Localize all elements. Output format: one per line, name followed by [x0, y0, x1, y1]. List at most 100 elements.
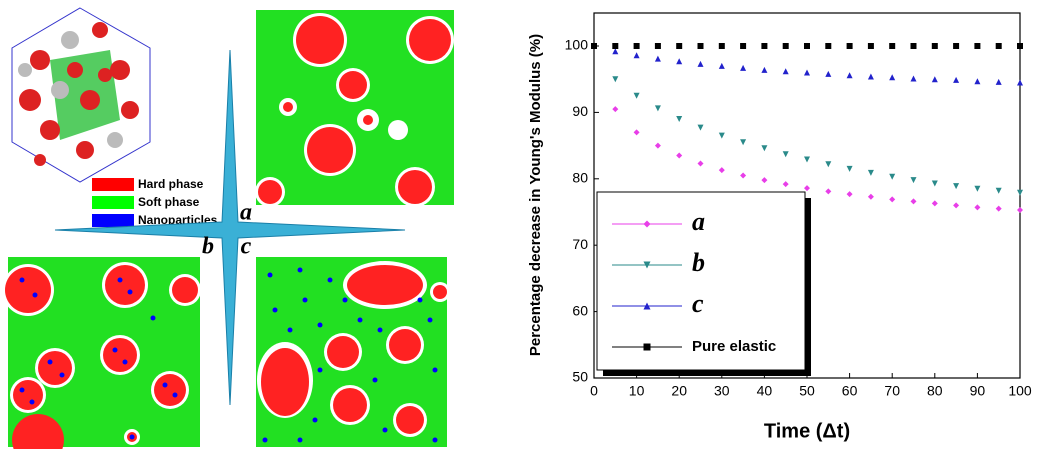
marker: [718, 62, 725, 69]
legend-label: Pure elastic: [692, 338, 776, 355]
marker: [846, 191, 853, 198]
marker: [995, 187, 1002, 194]
marker: [953, 202, 960, 209]
marker: [718, 132, 725, 139]
marker: [676, 43, 683, 49]
marker: [676, 152, 683, 159]
marker: [612, 48, 619, 55]
marker: [931, 43, 938, 49]
marker: [825, 161, 832, 168]
marker: [676, 116, 683, 123]
legend-label: Soft phase: [138, 195, 200, 209]
marker: [676, 58, 683, 65]
marker: [633, 43, 640, 49]
legend-label: a: [692, 207, 705, 236]
y-axis-title: Percentage decrease in Young's Modulus (…: [527, 34, 544, 356]
marker: [782, 68, 789, 75]
y-tick-label: 50: [572, 369, 588, 385]
x-tick-label: 60: [842, 383, 858, 399]
marker: [697, 60, 704, 67]
marker: [825, 43, 832, 49]
marker: [643, 261, 651, 269]
marker: [740, 172, 747, 179]
x-tick-label: 40: [757, 383, 773, 399]
legend-swatch: [92, 196, 134, 209]
marker: [612, 106, 619, 113]
marker: [931, 200, 938, 207]
marker: [846, 165, 853, 172]
legend-box: [596, 191, 806, 371]
marker: [867, 43, 874, 49]
marker: [867, 73, 874, 80]
marker: [633, 129, 640, 136]
marker: [889, 43, 896, 49]
y-tick-label: 80: [572, 170, 588, 186]
panel-label: a: [240, 200, 252, 226]
x-tick-label: 20: [671, 383, 687, 399]
marker: [643, 302, 651, 310]
legend-swatch: [92, 214, 134, 227]
legend-label: b: [692, 248, 705, 277]
marker: [654, 43, 661, 49]
marker: [761, 145, 768, 152]
marker: [974, 78, 981, 85]
marker: [953, 76, 960, 83]
x-tick-label: 10: [629, 383, 645, 399]
marker: [825, 70, 832, 77]
marker: [782, 181, 789, 188]
marker: [974, 204, 981, 211]
cube-illustration: [11, 7, 151, 183]
marker: [761, 66, 768, 73]
marker: [1017, 43, 1023, 49]
marker: [804, 69, 810, 76]
marker: [740, 139, 747, 146]
marker: [804, 156, 810, 163]
marker: [931, 76, 938, 83]
marker: [974, 185, 981, 192]
marker: [910, 177, 917, 184]
marker: [643, 343, 651, 351]
marker: [953, 183, 960, 190]
panel-label: b: [202, 234, 214, 260]
marker: [1017, 79, 1023, 86]
marker: [761, 43, 768, 49]
marker: [782, 151, 789, 158]
marker: [697, 43, 704, 49]
x-tick-label: 70: [884, 383, 900, 399]
marker: [633, 92, 640, 99]
y-tick-label: 90: [572, 103, 588, 119]
marker: [643, 220, 651, 228]
marker: [697, 124, 704, 131]
marker: [718, 167, 725, 174]
marker: [910, 43, 917, 49]
marker: [654, 142, 661, 149]
marker: [612, 76, 619, 83]
marker: [697, 160, 704, 167]
marker: [931, 180, 938, 187]
panel-c: [256, 257, 450, 447]
marker: [740, 43, 747, 49]
separator-star: [54, 49, 406, 406]
legend-swatch: [92, 178, 134, 191]
marker: [867, 193, 874, 200]
x-tick-label: 90: [970, 383, 986, 399]
x-tick-label: 80: [927, 383, 943, 399]
marker: [761, 177, 768, 184]
panel-b: [2, 257, 201, 449]
marker: [1017, 189, 1023, 196]
x-tick-label: 30: [714, 383, 730, 399]
marker: [846, 43, 853, 49]
panel-a: [255, 10, 454, 207]
legend-label: c: [692, 289, 704, 318]
x-tick-label: 50: [799, 383, 815, 399]
y-tick-label: 70: [572, 236, 588, 252]
marker: [910, 198, 917, 205]
marker: [740, 64, 747, 71]
marker: [825, 188, 832, 195]
marker: [591, 43, 597, 49]
marker: [889, 74, 896, 81]
marker: [633, 52, 640, 59]
marker: [910, 75, 917, 82]
x-tick-label: 100: [1008, 383, 1032, 399]
